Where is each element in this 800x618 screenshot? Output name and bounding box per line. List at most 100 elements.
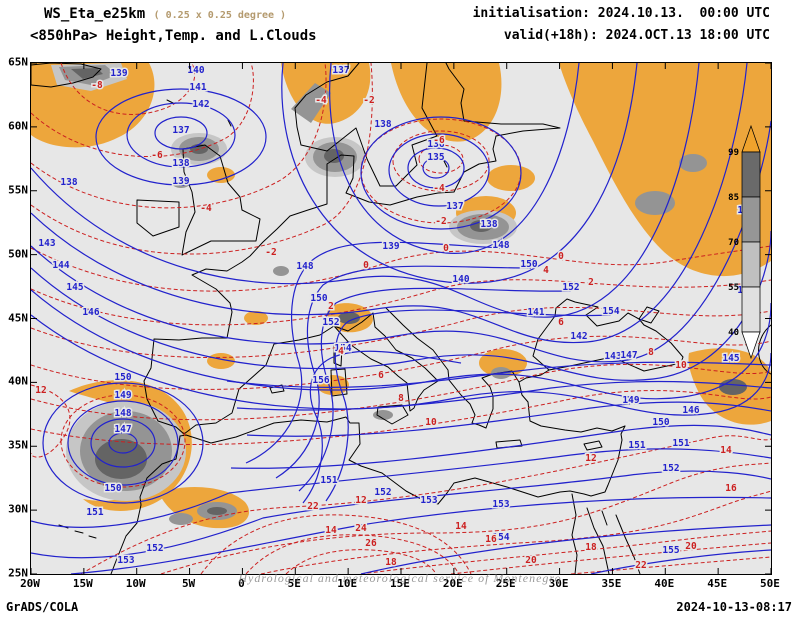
lat-tick-label: 65N: [8, 55, 28, 69]
model-name: WS_Eta_e25km: [44, 6, 146, 22]
height-contour-label: 139: [382, 241, 399, 252]
temp-contour-label: 14: [455, 521, 467, 532]
temp-contour-label: 14: [720, 445, 732, 456]
height-contours-layer: [31, 63, 771, 574]
lon-tick-label: 5W: [181, 577, 196, 590]
colorbar-level-label: 55: [728, 283, 739, 293]
temp-contour-label: -6: [151, 150, 163, 161]
temp-contour-label: 18: [585, 542, 597, 553]
colorbar-level-label: 85: [728, 193, 739, 203]
height-contour-label: 140: [452, 274, 469, 285]
temp-contour-label: 0: [363, 260, 369, 271]
temp-contour-label: 22: [307, 501, 318, 512]
height-contour-labels: 139 1401411421371381391381431441451461371…: [37, 64, 756, 568]
model-title: WS_Eta_e25km ( 0.25 x 0.25 degree ): [44, 6, 286, 22]
temp-contour-label: 24: [355, 523, 367, 534]
height-contour-label: 153: [420, 495, 437, 506]
height-contour-label: 152: [322, 317, 339, 328]
temp-contour-label: 6: [558, 317, 564, 328]
temp-contour-label: 10: [425, 417, 437, 428]
lon-tick-label: 30E: [548, 577, 569, 590]
height-contour-label: 153: [117, 555, 134, 566]
temp-contour-label: 4: [543, 265, 549, 276]
height-contour-label: 154: [492, 532, 509, 543]
lon-tick-label: 45E: [707, 577, 728, 590]
height-contour-label: 137: [446, 201, 463, 212]
cloud-shading-layer: [31, 63, 771, 529]
height-contour-label: 141: [189, 82, 206, 93]
height-contour-label: 138: [60, 177, 77, 188]
temp-contour-label: 20: [525, 555, 537, 566]
lat-tick-label: 40N: [8, 374, 28, 388]
temp-contour-label: 12: [35, 385, 46, 396]
height-contour-label: 148: [114, 408, 131, 419]
height-contour-label: 137: [172, 125, 189, 136]
height-contour-label: 139: [172, 176, 189, 187]
height-contour-label: 150: [114, 372, 131, 383]
height-contour-label: 149: [622, 395, 639, 406]
height-contour-label: 150: [310, 293, 327, 304]
temp-contour-label: 12: [355, 495, 366, 506]
lon-tick-label: 0: [238, 577, 245, 590]
height-contour-label: 141: [527, 307, 544, 318]
height-contour-label: 145: [722, 353, 739, 364]
temp-contour-label: 10: [675, 360, 687, 371]
temp-contour-label: -4: [200, 203, 212, 214]
height-contour-label: 151: [320, 475, 337, 486]
temp-contour-labels: -8-6-4-4-2-2-6-4-20000224466881010121212…: [34, 79, 756, 573]
height-contour-label: 139: [110, 68, 127, 79]
height-contour-label: 150: [652, 417, 669, 428]
lon-tick-label: 25E: [495, 577, 516, 590]
lon-tick-label: 50E: [760, 577, 780, 590]
temp-contour-label: 6: [378, 370, 384, 381]
lon-tick-label: 20W: [20, 577, 40, 590]
height-contour-label: 143: [38, 238, 55, 249]
height-contour-label: 147: [114, 424, 131, 435]
lon-tick-label: 10W: [125, 577, 146, 590]
temp-contour-label: 18: [385, 557, 397, 568]
lon-tick-label: 15W: [72, 577, 93, 590]
grads-credit: GrADS/COLA: [6, 600, 79, 614]
lat-tick-label: 30N: [8, 502, 28, 516]
lat-tick-label: 60N: [8, 119, 28, 133]
temp-contour-label: 0: [443, 243, 449, 254]
height-contour-label: 156: [312, 375, 329, 386]
temp-contour-label: 14: [325, 525, 337, 536]
temp-contours-layer: [31, 63, 771, 574]
creation-timestamp: 2024-10-13-08:17: [676, 600, 792, 614]
colorbar-level-label: 40: [728, 328, 739, 338]
temp-contour-label: -2: [435, 216, 446, 227]
height-contour-label: 137: [332, 65, 349, 76]
initialisation-time: initialisation: 2024.10.13. 00:00 UTC: [472, 6, 770, 21]
colorbar-level-label: 70: [728, 238, 739, 248]
cloud-colorbar: 99 85 70 55 40: [728, 124, 761, 360]
height-contour-label: 136: [427, 139, 444, 150]
height-contour-label: 146: [682, 405, 699, 416]
height-contour-label: 135: [427, 152, 444, 163]
temp-contour-label: 8: [398, 393, 404, 404]
height-contour-label: 151: [672, 438, 689, 449]
temp-contour-label: 8: [648, 347, 654, 358]
height-contour-label: 147: [620, 350, 637, 361]
valid-time: valid(+18h): 2024.OCT.13 18:00 UTC: [503, 28, 770, 43]
height-contour-label: 151: [86, 507, 103, 518]
temp-contour-label: 0: [558, 251, 564, 262]
temp-contour-label: -8: [91, 80, 103, 91]
height-contour-label: 142: [570, 331, 587, 342]
map-canvas: 139 140 141 142 137 138 139 138 143 144 145 146 137 1…: [30, 62, 772, 575]
height-contour-label: 142: [192, 99, 209, 110]
lat-tick-label: 50N: [8, 247, 28, 261]
height-contour-label: 154: [334, 343, 351, 354]
height-contour-label: 152: [562, 282, 579, 293]
watermark: Hydrological and meteorological service …: [238, 571, 562, 585]
height-contour-label: 146: [82, 307, 99, 318]
lat-tick-label: 25N: [8, 566, 28, 580]
height-contour-label: 150: [520, 259, 537, 270]
height-contour-label: 138: [480, 219, 497, 230]
temp-contour-label: -2: [265, 247, 276, 258]
temp-contour-label: 2: [328, 301, 334, 312]
weather-map: 139 1401411421371381391381431441451461371…: [31, 63, 771, 574]
temp-contour-label: -4: [433, 183, 445, 194]
height-contour-label: 149: [114, 390, 131, 401]
